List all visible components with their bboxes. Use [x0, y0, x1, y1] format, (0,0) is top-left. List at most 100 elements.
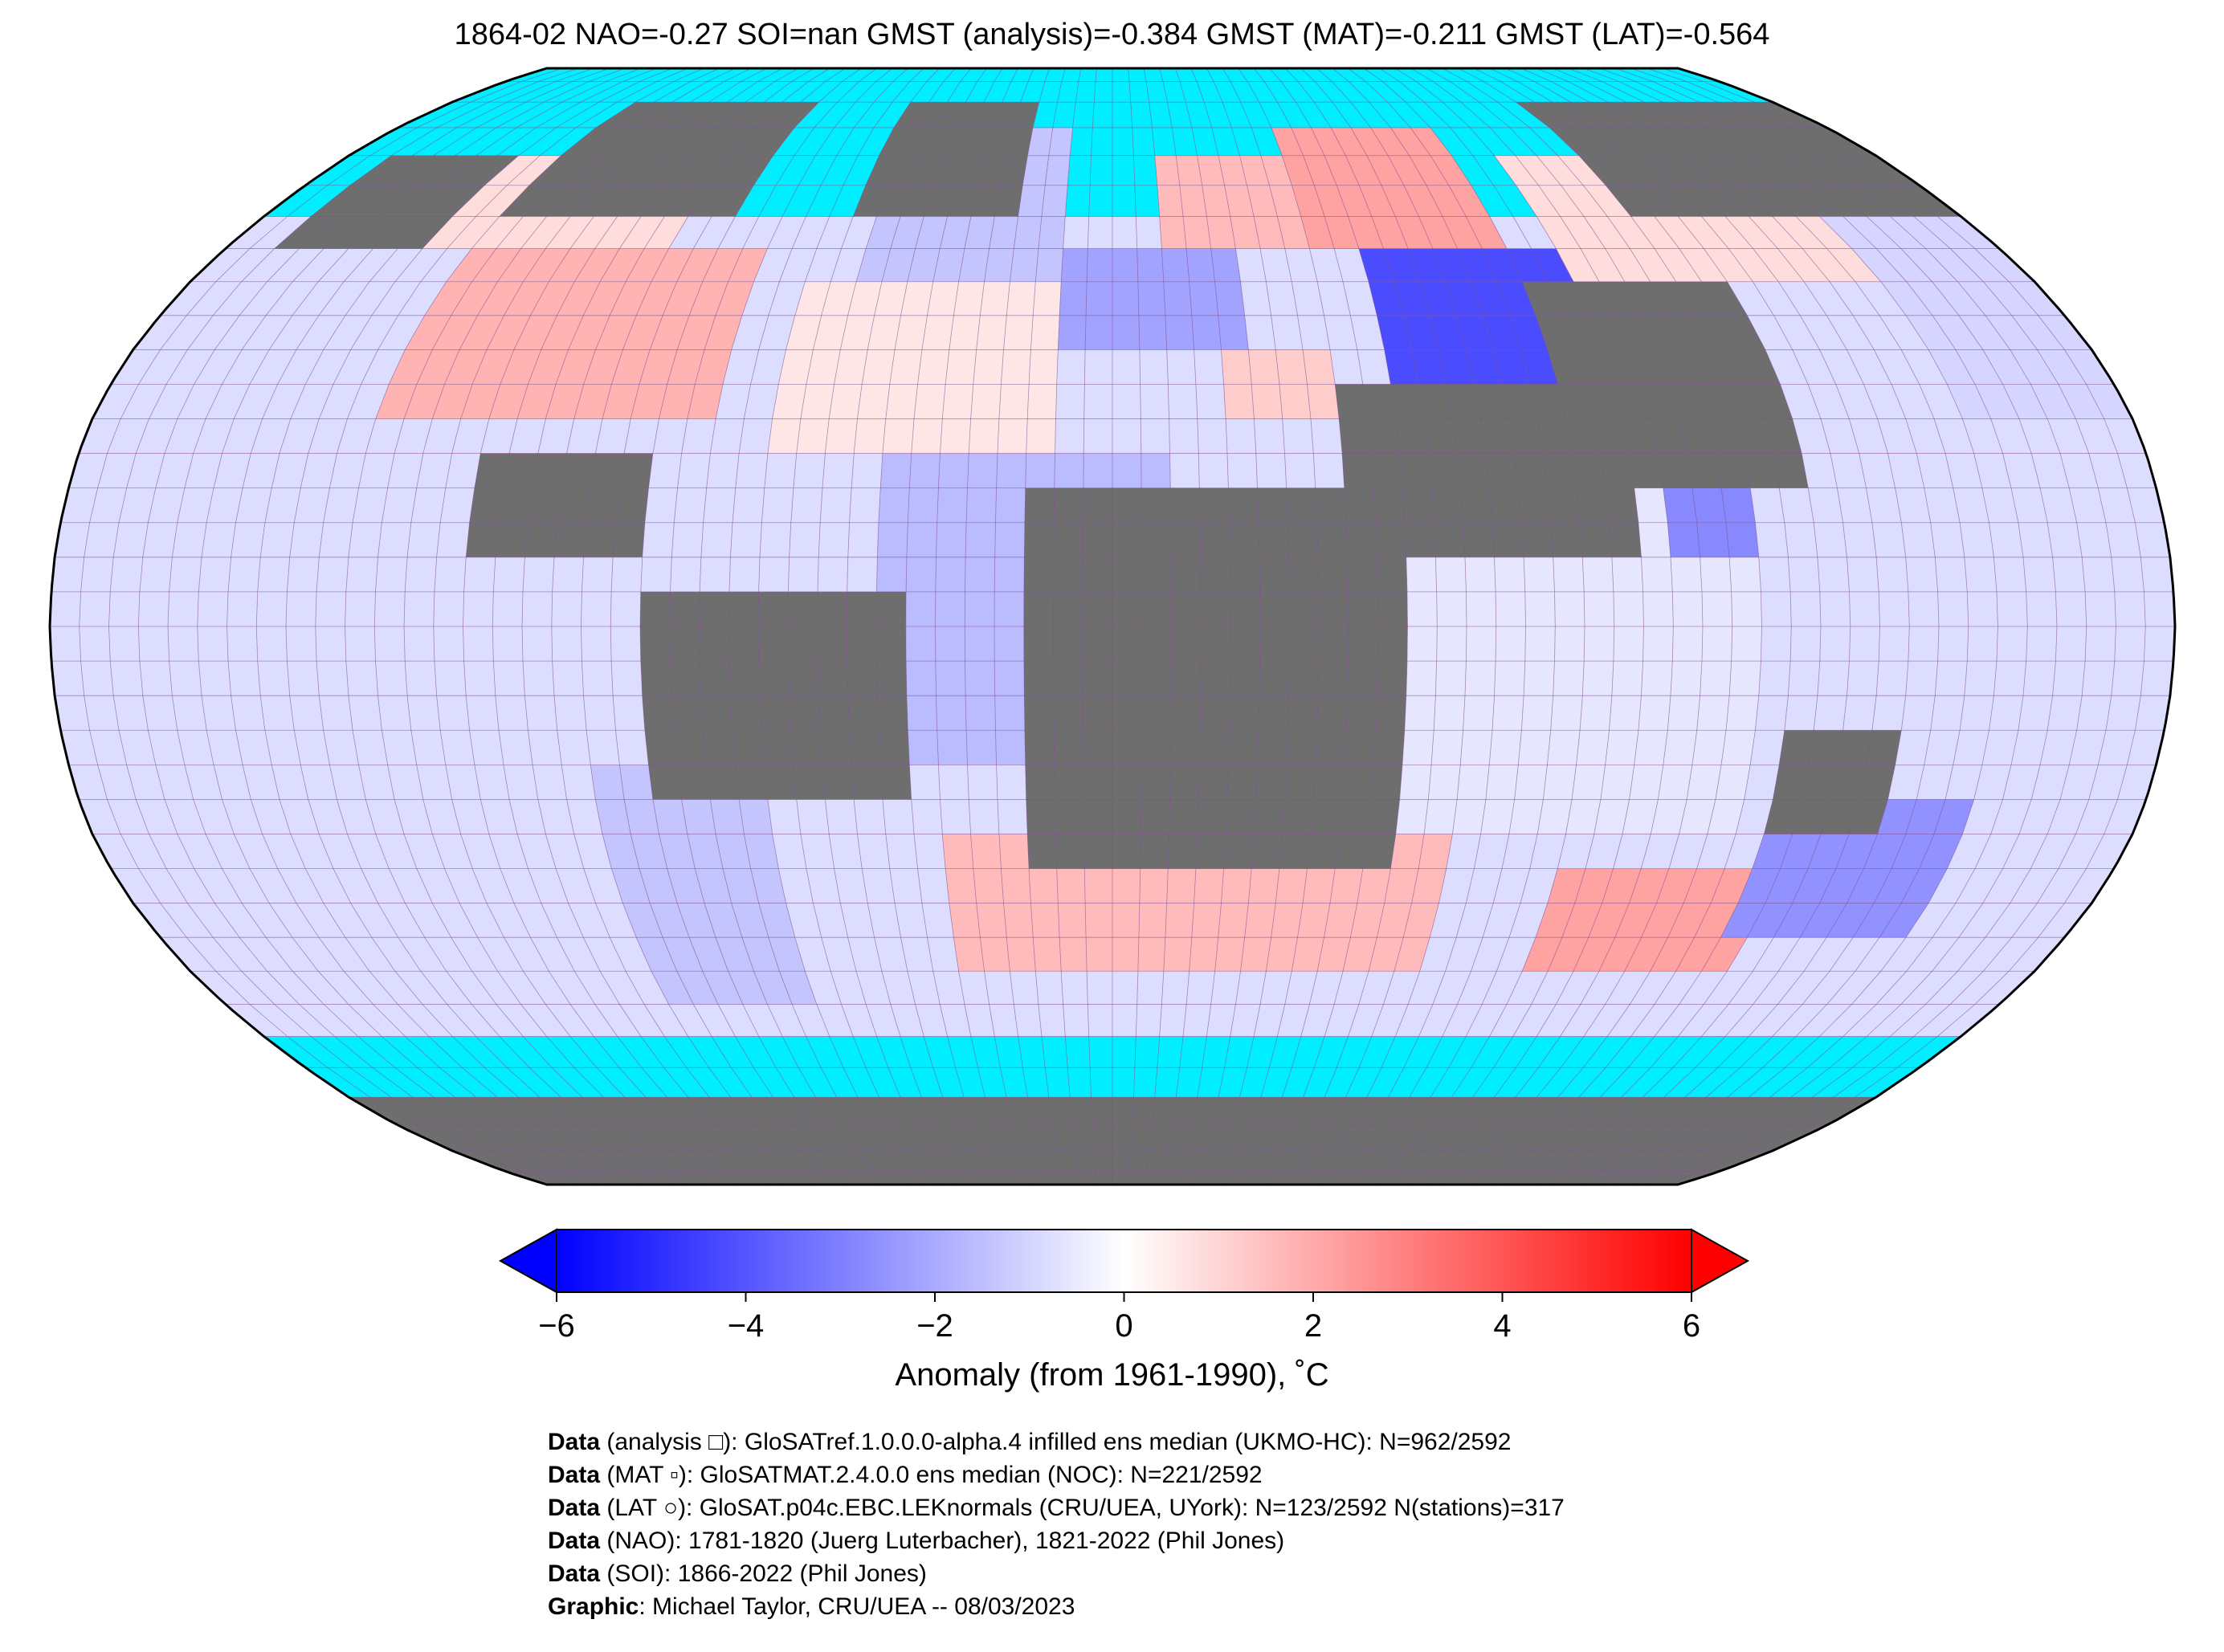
grid-cell — [1641, 903, 1684, 938]
grid-cell — [1192, 1097, 1218, 1126]
grid-cell — [1210, 971, 1241, 1005]
grid-cell — [1457, 971, 1497, 1005]
grid-cell — [1788, 127, 1855, 156]
grid-cell — [55, 522, 90, 557]
grid-cell — [1331, 1097, 1367, 1126]
grid-cell — [1641, 834, 1679, 869]
grid-cell — [1240, 1125, 1271, 1151]
grid-cell — [1717, 185, 1773, 217]
grid-cell — [970, 185, 1001, 217]
grid-cell — [1629, 127, 1685, 156]
grid-cell — [1357, 349, 1391, 385]
grid-cell — [79, 591, 111, 626]
grid-cell — [1667, 903, 1712, 938]
grid-cell — [1292, 281, 1324, 316]
grid-cell — [1855, 937, 1907, 972]
grid-cell — [155, 453, 194, 488]
grid-cell — [1887, 765, 1924, 800]
grid-cell — [1404, 695, 1436, 731]
grid-cell — [1668, 1097, 1728, 1126]
credit-heading: Data — [548, 1495, 601, 1521]
grid-cell — [299, 216, 358, 249]
grid-cell — [1589, 102, 1649, 128]
grid-cell — [677, 315, 716, 350]
grid-cell — [670, 661, 701, 696]
grid-cell — [1342, 453, 1373, 488]
grid-cell — [1350, 903, 1385, 938]
grid-cell — [1235, 248, 1267, 282]
grid-cell — [374, 626, 406, 662]
grid-cell — [1663, 155, 1718, 186]
grid-cell — [1450, 1150, 1498, 1172]
grid-cell — [1431, 730, 1463, 765]
grid-cell — [695, 868, 732, 904]
grid-cell — [1168, 384, 1198, 419]
grid-cell — [994, 626, 1024, 662]
grid-cell — [1764, 799, 1802, 834]
grid-cell — [1055, 418, 1084, 454]
grid-cell — [496, 216, 547, 249]
grid-cell — [624, 799, 659, 834]
grid-cell — [787, 591, 818, 626]
grid-cell — [231, 695, 265, 731]
grid-cell — [1701, 216, 1753, 249]
grid-cell — [1239, 155, 1270, 186]
grid-cell — [493, 661, 525, 696]
grid-cell — [1937, 626, 1969, 662]
grid-cell — [1284, 971, 1318, 1005]
grid-cell — [1489, 487, 1522, 523]
grid-cell — [830, 248, 867, 282]
grid-cell — [851, 453, 883, 488]
grid-cell — [1600, 155, 1651, 186]
grid-cell — [487, 315, 531, 350]
grid-cell — [1473, 1171, 1518, 1185]
grid-cell — [2009, 937, 2065, 972]
grid-cell — [953, 1125, 985, 1151]
grid-cell — [1489, 1004, 1532, 1037]
grid-cell — [1925, 248, 1984, 282]
grid-cell — [1962, 418, 2003, 454]
grid-cell — [1613, 384, 1651, 419]
grid-cell — [1054, 765, 1084, 800]
grid-cell — [1112, 281, 1139, 316]
grid-cell — [193, 418, 235, 454]
grid-cell — [1172, 1097, 1198, 1126]
grid-cell — [671, 522, 704, 557]
grid-cell — [2075, 418, 2118, 454]
grid-cell — [504, 281, 549, 316]
grid-cell — [1618, 1150, 1681, 1172]
grid-cell — [1070, 1097, 1093, 1126]
grid-cell — [1112, 695, 1142, 731]
grid-cell — [177, 384, 222, 419]
grid-cell — [909, 453, 941, 488]
grid-cell — [611, 868, 651, 904]
grid-cell — [552, 557, 584, 592]
grid-cell — [966, 730, 997, 765]
grid-cell — [893, 102, 929, 128]
grid-cell — [1509, 903, 1548, 938]
grid-cell — [1297, 315, 1330, 350]
grid-cell — [1855, 155, 1920, 186]
grid-cell — [1962, 799, 2003, 834]
grid-cell — [1908, 591, 1939, 626]
grid-cell — [938, 453, 969, 488]
grid-cell — [876, 185, 911, 217]
grid-cell — [110, 868, 161, 904]
grid-cell — [1311, 127, 1346, 156]
grid-cell — [667, 868, 704, 904]
grid-cell — [1901, 522, 1936, 557]
grid-cell — [471, 248, 521, 282]
grid-cell — [480, 418, 518, 454]
colorbar-tick-label: −2 — [916, 1308, 953, 1344]
grid-cell — [1792, 868, 1836, 904]
grid-cell — [681, 418, 716, 454]
grid-cell — [876, 626, 907, 662]
grid-cell — [840, 315, 875, 350]
grid-cell — [1514, 765, 1548, 800]
grid-cell — [890, 216, 924, 249]
grid-cell — [728, 971, 768, 1005]
grid-cell — [433, 1097, 497, 1126]
grid-cell — [1717, 1125, 1789, 1151]
grid-cell — [1753, 937, 1801, 972]
grid-cell — [1369, 281, 1404, 316]
